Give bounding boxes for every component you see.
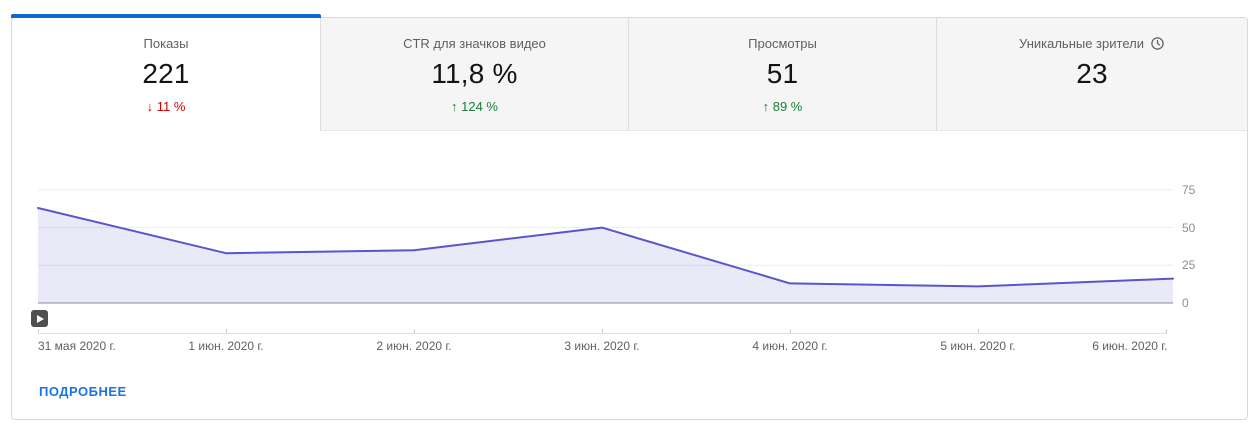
video-publish-marker[interactable] — [31, 310, 48, 327]
x-axis-tick — [978, 329, 979, 333]
x-axis-label: 2 июн. 2020 г. — [376, 339, 452, 353]
metric-delta: ↑ 124 % — [451, 99, 498, 114]
series-line — [37, 207, 1174, 288]
tab-impressions[interactable]: Показы 221 ↓ 11 % — [11, 14, 321, 131]
play-icon — [37, 314, 44, 323]
x-axis-tick — [38, 329, 39, 333]
metric-delta: ↓ 11 % — [146, 99, 186, 114]
y-axis-label: 0 — [1182, 296, 1189, 310]
tab-unique-viewers[interactable]: Уникальные зрители 23 — [936, 18, 1247, 131]
metric-label: CTR для значков видео — [403, 36, 546, 51]
metric-value: 51 — [766, 58, 799, 89]
metric-delta: ↑ 89 % — [762, 99, 803, 114]
see-more-link[interactable]: ПОДРОБНЕЕ — [39, 384, 127, 399]
x-axis-line — [38, 333, 1167, 334]
x-axis-tick — [602, 329, 603, 333]
x-axis-tick — [414, 329, 415, 333]
metric-label: Просмотры — [748, 36, 817, 51]
metric-value: 11,8 % — [431, 58, 518, 89]
tab-views[interactable]: Просмотры 51 ↑ 89 % — [628, 18, 936, 131]
x-axis-label: 6 июн. 2020 г. — [1092, 339, 1168, 353]
x-axis-label: 5 июн. 2020 г. — [940, 339, 1016, 353]
x-axis-tick — [226, 329, 227, 333]
analytics-overview-card: Показы 221 ↓ 11 % CTR для значков видео 11,8… — [11, 14, 1248, 420]
x-axis-label: 4 июн. 2020 г. — [752, 339, 828, 353]
x-axis-label: 31 мая 2020 г. — [38, 339, 116, 353]
tab-ctr-thumbnails[interactable]: CTR для значков видео 11,8 % ↑ 124 % — [320, 18, 628, 131]
metric-label: Уникальные зрители — [1019, 36, 1165, 51]
y-axis-label: 75 — [1182, 182, 1196, 197]
x-axis-tick — [1166, 329, 1167, 333]
line-chart[interactable] — [37, 171, 1174, 305]
metric-tabs: Показы 221 ↓ 11 % CTR для значков видео 11,8… — [11, 14, 1247, 131]
metric-value: 221 — [142, 58, 190, 89]
clock-icon[interactable] — [1150, 36, 1165, 51]
x-axis-tick — [790, 329, 791, 333]
series-area — [38, 208, 1173, 303]
y-axis-label: 25 — [1182, 258, 1196, 273]
x-axis-label: 1 июн. 2020 г. — [188, 339, 264, 353]
metric-value: 23 — [1076, 58, 1108, 89]
metric-label: Показы — [143, 36, 189, 51]
y-axis-label: 50 — [1182, 220, 1196, 235]
x-axis-label: 3 июн. 2020 г. — [564, 339, 640, 353]
